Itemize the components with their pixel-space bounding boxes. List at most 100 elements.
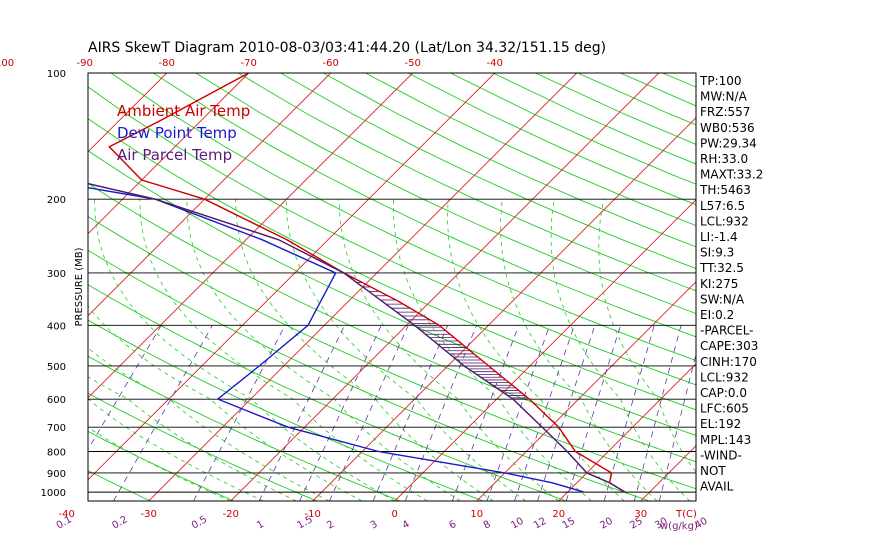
isotherm-line (88, 73, 496, 481)
top-temperature-axis: -120-110-100-90-80-70-60-50-40 (0, 58, 503, 69)
moist-adiabat-line (88, 305, 363, 501)
mixing-ratio-line (404, 325, 477, 501)
bottom-temp-tick-label: -10 (305, 509, 321, 520)
index-item: NOT (700, 464, 726, 478)
dry-adiabat-line (153, 73, 696, 338)
isotherm-line (558, 363, 696, 501)
mixing-ratio-tick-label: 3 (369, 519, 380, 532)
moist-adiabat-line (88, 398, 264, 501)
dry-adiabat-line (832, 73, 870, 501)
dry-adiabat-line (88, 319, 484, 501)
isotherm-line (805, 73, 870, 501)
isotherm-line (476, 281, 696, 501)
moist-adiabat-line (393, 199, 592, 501)
dry-adiabat-line (662, 73, 696, 88)
moist-adiabat-line (88, 347, 330, 501)
isotherm-line (88, 73, 250, 235)
index-item: WB0:536 (700, 121, 755, 135)
dry-adiabat-line (88, 118, 696, 411)
dry-adiabat-line (195, 73, 696, 315)
pressure-tick-label: 900 (47, 469, 66, 480)
top-temp-tick-label: -60 (323, 58, 339, 69)
dry-adiabat-line (88, 86, 696, 386)
index-item: LCL:932 (700, 370, 749, 384)
pressure-tick-label: 100 (47, 69, 66, 80)
dry-adiabat-line (110, 73, 696, 361)
moist-adiabat-line (88, 376, 297, 501)
index-item: LCL:932 (700, 214, 749, 228)
pressure-axis-label: PRESSURE (MB) (74, 247, 85, 326)
mixing-ratio-line (299, 325, 382, 501)
dry-adiabat-line (237, 73, 696, 292)
dry-adiabat-line (88, 215, 696, 490)
pressure-tick-label: 200 (47, 195, 66, 206)
mixing-ratio-tick-label: 0.2 (110, 514, 129, 531)
mixing-ratio-line (88, 325, 162, 451)
index-item: TH:5463 (699, 183, 751, 197)
plot-frame (87, 72, 697, 502)
index-item: -WIND- (700, 448, 742, 462)
mixing-ratio-line (113, 325, 213, 501)
mixing-ratio-tick-label: 2 (325, 519, 336, 532)
moist-adiabat-line (235, 199, 494, 501)
mixing-ratio-line (372, 325, 448, 501)
index-item: TT:32.5 (699, 261, 744, 275)
isotherm-line (0, 73, 3, 501)
moist-adiabat-line (88, 426, 231, 501)
index-item: CAPE:303 (700, 339, 758, 353)
pressure-tick-label: 700 (47, 423, 66, 434)
pressure-tick-label: 1000 (41, 488, 66, 499)
parcel-temp-line (88, 182, 626, 493)
bottom-temp-tick-label: 30 (634, 509, 647, 520)
dry-adiabat-line (322, 73, 696, 248)
isotherm-line (394, 199, 696, 501)
dewpoint-temp-line (88, 186, 585, 493)
temperature-unit-label: T(C) (675, 509, 697, 520)
mixing-ratio-tick-label: 1 (255, 519, 266, 532)
chart-title: AIRS SkewT Diagram 2010-08-03/03:41:44.2… (88, 40, 606, 56)
index-item: AVAIL (700, 480, 734, 494)
mixing-ratio-tick-label: 10 (509, 516, 526, 532)
isobars (88, 73, 696, 493)
index-item: EL:192 (700, 417, 741, 431)
mixing-ratio-tick-label: 8 (482, 519, 493, 532)
top-temp-tick-label: -70 (241, 58, 257, 69)
mixing-ratio-line (451, 325, 520, 501)
mixing-ratio-line (486, 325, 551, 501)
index-item: MPL:143 (700, 433, 751, 447)
mixing-ratio-line (193, 325, 286, 501)
mixing-ratio-tick-label: 0.5 (190, 514, 209, 531)
isotherm-line (230, 73, 660, 501)
pressure-tick-label: 800 (47, 448, 66, 459)
top-temp-tick-label: -40 (487, 58, 503, 69)
bottom-temp-tick-label: 0 (392, 509, 398, 520)
dry-adiabat-line (88, 470, 151, 501)
legend-parcel: Air Parcel Temp (117, 146, 232, 164)
index-item: CAP:0.0 (700, 386, 747, 400)
bottom-temp-tick-label: 20 (552, 509, 565, 520)
index-item: SW:N/A (700, 292, 745, 306)
isotherm-line (312, 117, 696, 501)
dry-adiabat-line (748, 73, 870, 501)
mixing-ratio-tick-label: 6 (447, 519, 458, 532)
mixing-ratio-tick-label: 12 (532, 516, 549, 532)
mixing-ratio-line (603, 325, 655, 501)
mixing-ratio-tick-label: 4 (401, 519, 412, 532)
dry-adiabat-line (88, 430, 234, 501)
dry-adiabat-line (88, 392, 317, 501)
pressure-axis: 100 200 300 400 500 600 700 800 900 1000 (41, 69, 66, 499)
moist-adiabat-line (186, 199, 461, 501)
mixing-ratio-line (565, 325, 621, 501)
legend-ambient: Ambient Air Temp (117, 102, 250, 120)
moist-adiabat-line (338, 199, 559, 501)
mixing-ratio-line (658, 352, 696, 501)
top-temp-tick-label: -90 (77, 58, 93, 69)
isotherm-line (88, 73, 332, 317)
legend-dewpoint: Dew Point Temp (117, 124, 237, 142)
isotherm-line (0, 73, 85, 501)
index-item: TP:100 (699, 74, 742, 88)
top-temp-tick-label: -100 (0, 58, 14, 69)
